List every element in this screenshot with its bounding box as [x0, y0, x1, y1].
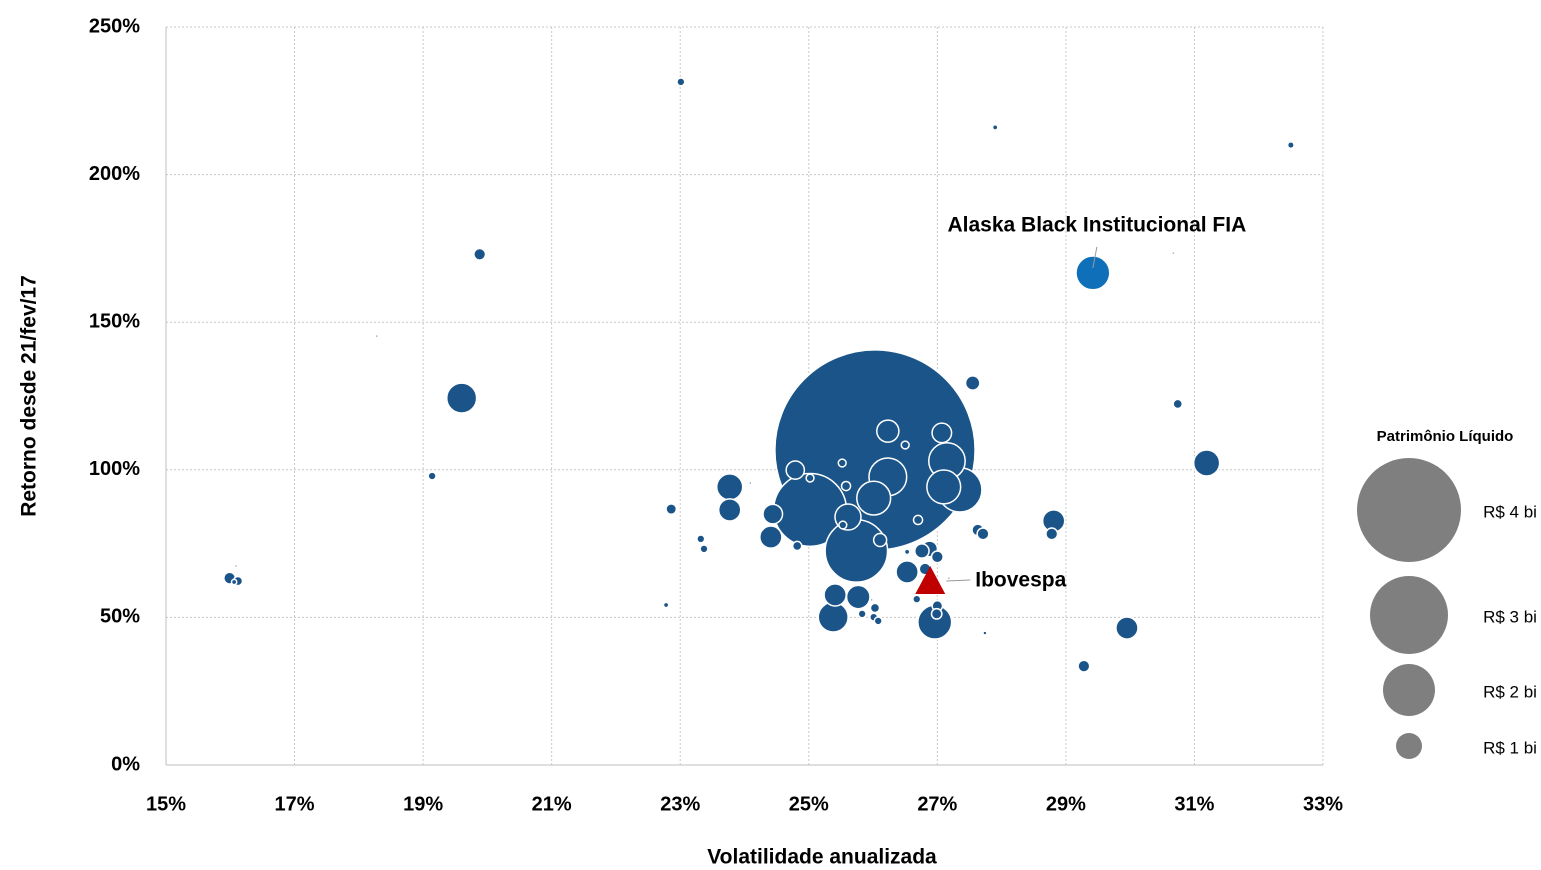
- bubble: [1077, 659, 1091, 673]
- size-legend-label: R$ 1 bi: [1483, 738, 1537, 757]
- bubble: [856, 480, 892, 516]
- y-tick-label: 50%: [100, 606, 140, 628]
- bubble: [715, 473, 744, 501]
- bubble: [872, 532, 888, 548]
- y-axis-title: Retorno desde 21/fev/17: [18, 275, 41, 517]
- bubble: [785, 460, 806, 480]
- bubble: [857, 609, 867, 619]
- bubble: [1075, 255, 1111, 291]
- bubble: [696, 534, 706, 544]
- bubble: [900, 440, 910, 450]
- x-tick-label: 15%: [146, 793, 186, 815]
- x-tick-label: 23%: [660, 793, 700, 815]
- bubble: [840, 480, 852, 492]
- x-axis-title: Volatilidade anualizada: [707, 846, 937, 869]
- bubble: [676, 77, 686, 87]
- bubble: [1286, 141, 1295, 150]
- bubble: [817, 601, 849, 633]
- bubble: [805, 473, 815, 483]
- x-tick-label: 19%: [403, 793, 443, 815]
- bubble: [717, 498, 742, 522]
- point-label: Alaska Black Institucional FIA: [948, 213, 1247, 236]
- bubble: [1045, 527, 1059, 541]
- size-legend-bubble: [1383, 664, 1435, 716]
- bubble: [1171, 251, 1176, 256]
- leader-line: [1092, 246, 1098, 268]
- bubble: [824, 519, 889, 583]
- bubble: [931, 422, 953, 444]
- bubble: [946, 576, 951, 581]
- bubble: [445, 382, 478, 414]
- bubble: [374, 334, 379, 339]
- bubble: [837, 458, 847, 468]
- x-tick-label: 31%: [1174, 793, 1214, 815]
- size-legend-label: R$ 2 bi: [1483, 682, 1537, 701]
- y-tick-label: 250%: [89, 15, 140, 37]
- bubble: [914, 543, 930, 559]
- bubble: [991, 124, 999, 131]
- bubble: [873, 616, 883, 626]
- bubble: [926, 469, 962, 505]
- size-legend-label: R$ 4 bi: [1483, 502, 1537, 521]
- size-legend-bubble: [1370, 576, 1448, 654]
- bubble: [876, 419, 900, 443]
- bubble: [427, 471, 437, 481]
- bubble: [912, 594, 922, 604]
- x-tick-label: 17%: [275, 793, 315, 815]
- size-legend-title: Patrimônio Líquido: [1377, 428, 1514, 445]
- benchmark-marker: [915, 565, 946, 594]
- bubble: [823, 583, 847, 607]
- bubble: [665, 503, 678, 516]
- bubble: [903, 548, 911, 556]
- y-tick-label: 200%: [89, 163, 140, 185]
- size-legend-label: R$ 3 bi: [1483, 607, 1537, 626]
- bubble: [964, 375, 981, 391]
- bubble: [976, 527, 990, 541]
- size-legend-bubble: [1396, 733, 1422, 759]
- bubble: [759, 525, 783, 549]
- leader-line: [946, 579, 971, 582]
- bubble: [869, 602, 881, 614]
- point-label: Ibovespa: [975, 569, 1066, 592]
- bubble: [982, 630, 988, 636]
- bubble: [699, 544, 709, 554]
- x-tick-label: 33%: [1303, 793, 1343, 815]
- y-tick-label: 150%: [89, 310, 140, 332]
- bubble: [473, 247, 487, 261]
- bubble: [1115, 616, 1139, 640]
- bubble: [930, 607, 943, 620]
- bubble: [791, 540, 803, 552]
- y-tick-label: 0%: [111, 753, 140, 775]
- bubble: [869, 597, 874, 603]
- bubble: [762, 503, 784, 525]
- x-tick-label: 27%: [917, 793, 957, 815]
- x-tick-label: 21%: [532, 793, 572, 815]
- x-tick-label: 25%: [789, 793, 829, 815]
- bubble: [662, 601, 670, 609]
- bubble: [838, 520, 848, 530]
- bubble: [1192, 449, 1221, 477]
- bubble: [234, 563, 239, 569]
- bubble: [748, 481, 753, 486]
- bubble: [930, 550, 944, 564]
- bubble: [845, 584, 871, 610]
- size-legend-bubble: [1357, 458, 1461, 562]
- bubble: [912, 514, 924, 526]
- bubble: [895, 560, 919, 584]
- x-tick-label: 29%: [1046, 793, 1086, 815]
- y-tick-label: 100%: [89, 458, 140, 480]
- bubble: [230, 578, 238, 586]
- bubble: [1172, 398, 1184, 410]
